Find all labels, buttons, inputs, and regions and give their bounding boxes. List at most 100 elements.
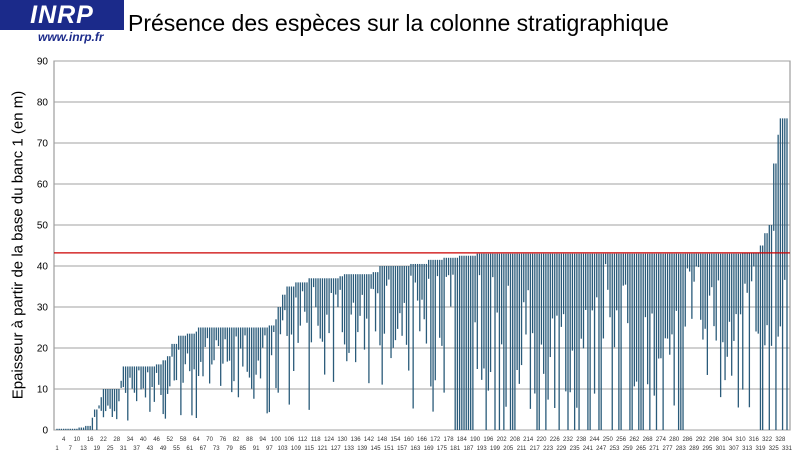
x-tick-label: 265 xyxy=(636,446,647,452)
x-tick-label: 214 xyxy=(523,437,534,443)
x-tick-label: 241 xyxy=(583,446,594,452)
x-tick-label: 169 xyxy=(424,446,435,452)
x-tick-label: 325 xyxy=(769,446,780,452)
x-tick-label: 172 xyxy=(430,437,441,443)
x-tick-label: 109 xyxy=(291,446,302,452)
x-tick-label: 289 xyxy=(689,446,700,452)
x-tick-label: 247 xyxy=(596,446,607,452)
x-tick-label: 127 xyxy=(331,446,342,452)
x-tick-label: 40 xyxy=(140,437,147,443)
x-tick-label: 133 xyxy=(344,446,355,452)
x-tick-label: 22 xyxy=(100,437,107,443)
x-tick-label: 115 xyxy=(304,446,314,452)
x-tick-label: 52 xyxy=(166,437,173,443)
x-tick-label: 73 xyxy=(213,446,220,452)
x-tick-label: 157 xyxy=(397,446,408,452)
x-tick-label: 208 xyxy=(510,437,521,443)
x-tick-label: 226 xyxy=(550,437,561,443)
x-tick-label: 217 xyxy=(530,446,541,452)
x-tick-label: 10 xyxy=(74,437,81,443)
x-tick-label: 310 xyxy=(736,437,747,443)
logo-name: INRP xyxy=(0,0,124,30)
x-tick-label: 19 xyxy=(93,446,100,452)
x-tick-label: 202 xyxy=(497,437,508,443)
x-tick-label: 187 xyxy=(463,446,474,452)
x-tick-label: 280 xyxy=(669,437,680,443)
y-tick-label: 70 xyxy=(37,139,49,150)
x-tick-label: 151 xyxy=(384,446,395,452)
x-tick-label: 256 xyxy=(616,437,627,443)
x-tick-label: 295 xyxy=(702,446,713,452)
x-tick-label: 55 xyxy=(173,446,180,452)
x-tick-label: 112 xyxy=(298,437,308,443)
x-tick-label: 322 xyxy=(762,437,773,443)
x-tick-label: 46 xyxy=(153,437,160,443)
inrp-logo[interactable]: INRP www.inrp.fr xyxy=(0,0,124,46)
x-tick-label: 64 xyxy=(193,437,200,443)
x-tick-label: 82 xyxy=(233,437,240,443)
x-tick-label: 316 xyxy=(749,437,760,443)
x-tick-label: 250 xyxy=(603,437,614,443)
y-tick-label: 40 xyxy=(37,262,49,273)
x-tick-label: 292 xyxy=(696,437,707,443)
plot-area xyxy=(53,60,791,431)
x-tick-label: 262 xyxy=(629,437,640,443)
x-tick-label: 100 xyxy=(271,437,282,443)
x-tick-label: 223 xyxy=(543,446,554,452)
x-tick-label: 70 xyxy=(206,437,213,443)
x-tick-label: 244 xyxy=(590,437,601,443)
x-tick-label: 313 xyxy=(742,446,753,452)
x-tick-label: 7 xyxy=(69,446,73,452)
logo-url[interactable]: www.inrp.fr xyxy=(38,30,104,44)
y-tick-label: 30 xyxy=(37,303,49,314)
x-tick-label: 25 xyxy=(107,446,114,452)
x-tick-label: 67 xyxy=(200,446,207,452)
y-tick-label: 0 xyxy=(42,426,48,437)
x-tick-label: 97 xyxy=(266,446,273,452)
x-tick-label: 307 xyxy=(729,446,740,452)
x-tick-label: 304 xyxy=(722,437,733,443)
x-tick-label: 4 xyxy=(62,437,66,443)
x-tick-label: 160 xyxy=(404,437,415,443)
x-tick-label: 61 xyxy=(186,446,193,452)
y-tick-label: 50 xyxy=(37,221,49,232)
x-tick-label: 106 xyxy=(284,437,295,443)
x-tick-label: 31 xyxy=(120,446,127,452)
y-tick-label: 20 xyxy=(37,344,49,355)
x-tick-label: 166 xyxy=(417,437,428,443)
x-tick-label: 229 xyxy=(556,446,567,452)
x-tick-label: 319 xyxy=(755,446,766,452)
x-tick-label: 331 xyxy=(782,446,793,452)
x-tick-label: 199 xyxy=(490,446,501,452)
x-tick-label: 328 xyxy=(775,437,786,443)
x-tick-label: 118 xyxy=(311,437,321,443)
x-tick-label: 94 xyxy=(259,437,266,443)
x-tick-label: 136 xyxy=(351,437,362,443)
x-tick-label: 271 xyxy=(649,446,660,452)
x-tick-label: 91 xyxy=(253,446,260,452)
x-tick-label: 34 xyxy=(127,437,134,443)
x-tick-label: 274 xyxy=(656,437,667,443)
x-tick-label: 142 xyxy=(364,437,375,443)
x-tick-label: 28 xyxy=(113,437,120,443)
x-tick-label: 175 xyxy=(437,446,448,452)
x-tick-label: 220 xyxy=(536,437,547,443)
x-tick-label: 196 xyxy=(483,437,494,443)
y-tick-label: 60 xyxy=(37,180,49,191)
x-tick-label: 232 xyxy=(563,437,574,443)
x-tick-label: 184 xyxy=(457,437,468,443)
y-tick-label: 90 xyxy=(37,57,49,68)
x-tick-label: 259 xyxy=(623,446,634,452)
x-tick-label: 121 xyxy=(317,446,328,452)
x-tick-label: 178 xyxy=(444,437,455,443)
x-tick-label: 283 xyxy=(676,446,687,452)
chart-title: Présence des espèces sur la colonne stra… xyxy=(128,10,669,36)
x-tick-label: 301 xyxy=(716,446,727,452)
x-tick-label: 154 xyxy=(390,437,401,443)
x-tick-label: 16 xyxy=(87,437,94,443)
x-tick-label: 235 xyxy=(570,446,581,452)
x-tick-label: 163 xyxy=(410,446,421,452)
x-tick-label: 148 xyxy=(377,437,388,443)
x-tick-label: 124 xyxy=(324,437,335,443)
x-tick-label: 268 xyxy=(643,437,654,443)
